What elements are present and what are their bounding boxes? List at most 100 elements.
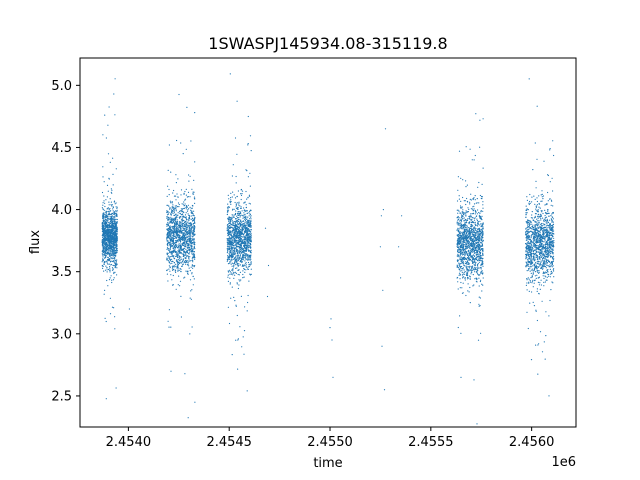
data-point [462,243,464,245]
data-point [250,226,252,228]
data-point [464,222,466,224]
data-point [116,226,118,228]
data-point [246,268,249,270]
data-point [181,261,183,263]
data-point [112,268,114,270]
data-point [106,260,108,262]
data-point [235,304,237,306]
data-point [229,216,231,219]
data-point [238,240,240,242]
data-point [228,206,230,208]
data-point [230,218,232,221]
data-point [167,249,170,251]
data-point [232,272,235,274]
data-point [249,203,251,205]
data-point [110,222,112,224]
data-point [478,228,480,230]
data-point [190,229,192,231]
data-point [228,222,230,224]
data-point [469,148,471,150]
data-point [169,242,171,244]
data-point [185,148,187,150]
data-point [245,233,247,235]
data-point [465,294,467,297]
data-point [180,227,182,229]
data-point [186,233,189,236]
data-point [109,240,111,242]
data-point [182,229,184,231]
data-point [465,242,467,244]
data-point [186,235,188,237]
data-point [194,221,196,223]
data-point [112,237,114,239]
data-point [250,223,252,225]
data-point [236,153,238,155]
data-point [238,202,240,204]
data-point [245,236,247,238]
data-point [236,259,238,261]
data-point [245,242,247,244]
data-point [101,240,103,242]
data-point [186,206,188,208]
data-point [168,257,170,259]
data-point [472,221,474,223]
data-point [465,261,467,263]
data-point [249,259,251,261]
data-point [250,216,252,218]
data-point [459,223,461,225]
data-point [102,233,104,235]
data-point [169,252,171,254]
data-point [184,199,186,201]
data-point [181,248,183,250]
data-point [243,247,245,250]
data-point [458,235,460,237]
data-point [104,212,106,214]
data-point [240,206,242,208]
data-point [104,252,106,254]
data-point [228,258,230,260]
data-point [115,244,117,246]
data-point [477,186,479,188]
data-point [475,241,477,244]
data-point [102,256,104,258]
data-point [110,218,112,221]
data-point [473,246,475,249]
data-point [113,247,115,249]
data-point [193,225,195,227]
data-point [481,255,483,257]
data-point [184,276,186,278]
data-point [175,288,177,290]
data-point [176,139,178,142]
data-point [175,221,177,223]
data-point [186,222,188,224]
data-point [241,346,243,348]
data-point [460,250,462,252]
data-point [168,231,170,233]
data-point [102,225,104,227]
data-point [166,204,168,206]
data-point [230,220,232,222]
data-point [111,248,113,250]
data-point [475,210,477,212]
data-point [472,229,474,231]
data-point [112,250,114,252]
data-point [170,240,172,242]
data-point [480,231,482,233]
data-point [464,234,466,236]
data-point [114,212,116,214]
data-point [113,231,115,233]
data-point [109,226,111,228]
data-point [229,282,231,284]
data-point [233,296,235,298]
data-point [175,205,178,207]
data-point [238,252,241,254]
data-point [111,251,113,253]
data-point [470,208,472,210]
data-point [173,195,176,197]
data-point [463,269,465,271]
data-point [169,233,171,235]
data-point [229,248,231,251]
data-point [105,235,107,237]
data-point [176,226,178,228]
data-point [169,270,171,272]
